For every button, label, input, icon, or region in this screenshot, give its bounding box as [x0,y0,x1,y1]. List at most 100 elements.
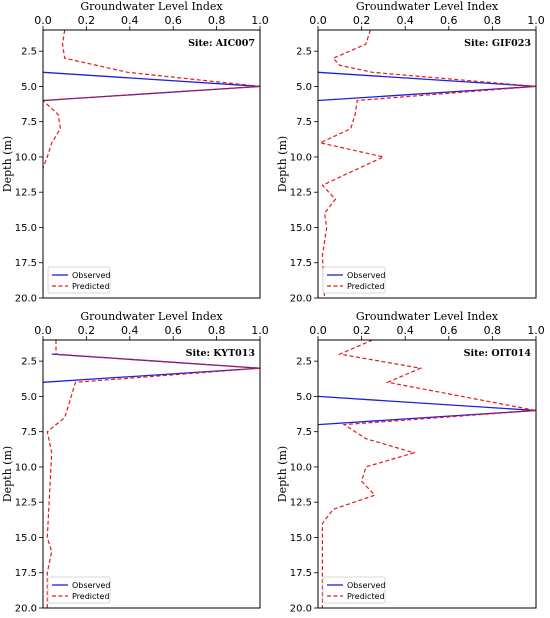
y-tick-label: 10.0 [290,462,312,473]
y-tick-label: 10.0 [15,152,37,163]
observed-series-line [43,71,260,102]
x-tick-label: 0.8 [208,324,226,337]
y-tick-label: 7.5 [296,117,312,128]
x-tick-label: 1.0 [527,14,545,27]
y-axis-label: Depth (m) [1,136,14,192]
x-tick-label: 0.6 [164,14,182,27]
y-tick-label: 15.0 [15,533,37,544]
site-label: Site: OIT014 [464,348,532,359]
x-tick-label: 0.4 [396,14,414,27]
legend-observed-label: Observed [72,271,111,280]
y-tick-label: 5.0 [21,82,37,93]
x-tick-label: 0.0 [34,14,52,27]
predicted-series-line [318,30,536,298]
x-axis-label: Groundwater Level Index [356,310,499,323]
y-tick-label: 10.0 [15,462,37,473]
x-tick-label: 1.0 [251,324,269,337]
plot-frame [317,29,537,299]
x-tick-label: 0.8 [484,324,502,337]
x-tick-label: 0.2 [78,324,96,337]
y-tick-label: 2.5 [296,47,312,58]
x-tick-label: 0.0 [34,324,52,337]
site-label: Site: KYT013 [186,348,255,359]
chart-panel-3: Groundwater Level Index Depth (m) 0.0 0.2 0.… [1,310,269,615]
legend-predicted-label: Predicted [347,282,385,291]
x-tick-label: 0.4 [396,324,414,337]
legend: Observed Predicted [322,576,386,604]
legend-box [322,266,386,294]
x-tick-label: 0.2 [353,14,371,27]
x-tick-label: 1.0 [527,324,545,337]
site-label: Site: GIF023 [464,38,531,49]
y-axis-label: Depth (m) [276,136,289,192]
x-tick-label: 0.6 [440,324,458,337]
y-tick-label: 17.5 [290,258,312,269]
y-tick-label: 7.5 [296,427,312,438]
y-tick-label: 10.0 [290,152,312,163]
y-tick-label: 20.0 [290,294,312,305]
x-tick-label: 0.2 [353,324,371,337]
x-tick-label: 0.2 [78,14,96,27]
y-tick-label: 2.5 [21,357,37,368]
legend-box [47,266,111,294]
legend: Observed Predicted [322,266,386,294]
y-tick-label: 15.0 [290,533,312,544]
x-tick-label: 0.6 [440,14,458,27]
y-tick-label: 12.5 [290,498,312,509]
plot-frame [42,29,261,299]
y-tick-label: 2.5 [296,357,312,368]
y-tick-label: 20.0 [15,294,37,305]
predicted-series-line [43,30,260,169]
y-tick-label: 17.5 [15,568,37,579]
y-tick-label: 7.5 [21,427,37,438]
observed-series-line [318,395,536,426]
site-label: Site: AIC007 [188,38,255,49]
legend-predicted-label: Predicted [72,592,110,601]
y-tick-label: 20.0 [290,604,312,615]
y-tick-label: 5.0 [296,392,312,403]
y-tick-label: 5.0 [296,82,312,93]
x-tick-label: 0.0 [309,14,327,27]
predicted-series-line [321,340,536,608]
x-tick-label: 1.0 [251,14,269,27]
legend-predicted-label: Predicted [347,592,385,601]
y-tick-label: 20.0 [15,604,37,615]
x-tick-label: 0.8 [208,14,226,27]
x-tick-label: 0.6 [164,324,182,337]
y-tick-label: 2.5 [21,47,37,58]
y-axis-label: Depth (m) [276,446,289,502]
x-tick-label: 0.0 [309,324,327,337]
y-tick-label: 15.0 [290,223,312,234]
plot-frame [42,339,261,609]
x-axis-label: Groundwater Level Index [356,0,499,13]
chart-panel-2: Groundwater Level Index Depth (m) 0.0 0.2 0.… [276,0,545,305]
predicted-series-line [46,340,260,608]
y-tick-label: 12.5 [15,498,37,509]
y-tick-label: 12.5 [290,188,312,199]
y-tick-label: 17.5 [15,258,37,269]
plot-frame [317,339,537,609]
legend-observed-label: Observed [72,581,111,590]
y-tick-label: 5.0 [21,392,37,403]
x-tick-label: 0.4 [121,14,139,27]
x-tick-label: 0.8 [484,14,502,27]
chart-panel-1: Groundwater Level Index Depth (m) 0.0 0.2 0.… [1,0,269,305]
y-axis-label: Depth (m) [1,446,14,502]
y-tick-label: 17.5 [290,568,312,579]
legend-predicted-label: Predicted [72,282,110,291]
y-tick-label: 7.5 [21,117,37,128]
x-tick-label: 0.4 [121,324,139,337]
y-tick-label: 15.0 [15,223,37,234]
legend: Observed Predicted [47,266,111,294]
legend-box [47,576,111,604]
chart-panel-4: Groundwater Level Index Depth (m) 0.0 0.2 0.… [276,310,545,615]
legend: Observed Predicted [47,576,111,604]
legend-observed-label: Observed [347,271,386,280]
legend-box [322,576,386,604]
legend-observed-label: Observed [347,581,386,590]
observed-series-line [318,71,536,102]
y-tick-label: 12.5 [15,188,37,199]
x-axis-label: Groundwater Level Index [80,0,223,13]
x-axis-label: Groundwater Level Index [80,310,223,323]
